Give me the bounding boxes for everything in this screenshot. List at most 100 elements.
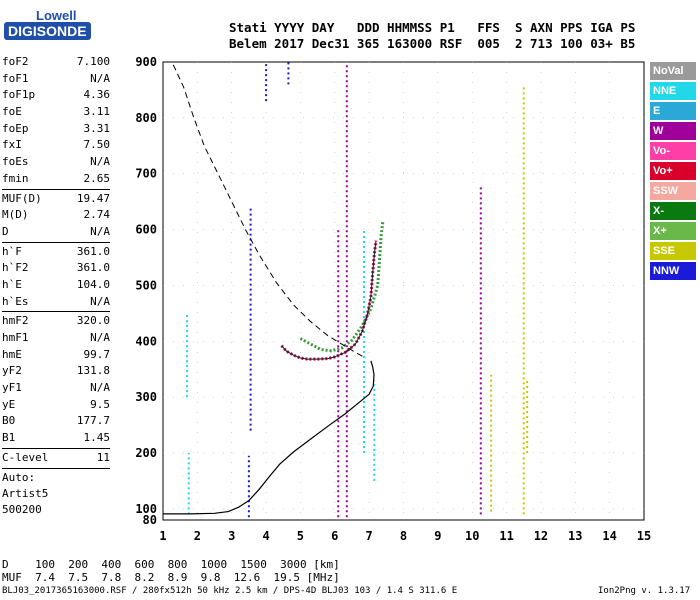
param-row: hmF1 N/A [2, 330, 110, 347]
param-label: hmF2 [2, 314, 29, 328]
param-value: N/A [90, 155, 110, 169]
param-label: yF1 [2, 381, 22, 395]
param-value: 4.36 [83, 88, 111, 102]
param-row: foF2 7.100 [2, 54, 110, 71]
param-row: foF1 N/A [2, 71, 110, 88]
param-value: 131.8 [76, 364, 110, 378]
param-row: yF1 N/A [2, 380, 110, 397]
param-label: yE [2, 397, 16, 411]
digisonde-logo: DIGISONDE [4, 22, 91, 40]
y-tick-label: 500 [135, 278, 157, 292]
param-value: 99.7 [83, 347, 111, 361]
param-row: MUF(D) 19.47 [2, 191, 110, 208]
param-row: foE 3.11 [2, 104, 110, 121]
param-row: foF1p 4.36 [2, 87, 110, 104]
param-value: N/A [90, 224, 110, 238]
param-row: yE 9.5 [2, 397, 110, 414]
legend-entry: Vo- [650, 142, 696, 160]
x-tick-label: 14 [602, 529, 616, 543]
legend-entry: NNW [650, 262, 696, 280]
header-labels: Stati YYYY DAY DDD HHMMSS P1 FFS S AXN P… [229, 20, 636, 35]
param-value: N/A [90, 71, 110, 85]
param-row: C-level 11 [2, 450, 110, 467]
param-value: 2.74 [83, 208, 111, 222]
y-tick-label: 600 [135, 223, 157, 237]
x-tick-label: 5 [297, 529, 304, 543]
param-row: hmE 99.7 [2, 347, 110, 364]
param-value: 2.65 [83, 171, 111, 185]
plot-frame [162, 61, 645, 521]
param-value: 361.0 [76, 261, 110, 275]
autoscale-method: Artist5 [2, 486, 49, 500]
x-tick-label: 7 [366, 529, 373, 543]
param-row: D N/A [2, 224, 110, 241]
param-value: 3.11 [83, 105, 111, 119]
param-label: yF2 [2, 364, 22, 378]
parameter-list: foF2 7.100 foF1 N/A foF1p 4.36 foE 3.11 foEp 3.31… [2, 54, 110, 467]
x-tick-label: 12 [534, 529, 548, 543]
legend-entry: Vo+ [650, 162, 696, 180]
param-value: 104.0 [76, 277, 110, 291]
param-label: foEs [2, 155, 29, 169]
y-tick-label: 300 [135, 390, 157, 404]
param-value: 7.50 [83, 138, 111, 152]
legend-entry: NNE [650, 82, 696, 100]
file-info-footer: BLJ03_2017365163000.RSF / 280fx512h 50 k… [2, 586, 458, 596]
param-label: fxI [2, 138, 22, 152]
param-label: foF1 [2, 71, 29, 85]
param-value: 19.47 [76, 191, 110, 205]
legend-entry: SSW [650, 182, 696, 200]
param-row: h`F2 361.0 [2, 260, 110, 277]
x-tick-label: 11 [499, 529, 513, 543]
o-mode-trace [280, 240, 378, 361]
extrapolated-profile [172, 64, 366, 359]
x-tick-label: 10 [465, 529, 479, 543]
autoscale-label: Auto: [2, 470, 36, 484]
param-value: 7.100 [76, 55, 110, 68]
autoscale-code: 500200 [2, 502, 42, 516]
y-tick-label: 200 [135, 446, 157, 460]
param-label: foF2 [2, 55, 29, 68]
param-value: N/A [90, 294, 110, 308]
parameter-panel: foF2 7.100 foF1 N/A foF1p 4.36 foE 3.11 foEp 3.31… [2, 54, 110, 518]
param-label: fmin [2, 171, 29, 185]
param-row: B1 1.45 [2, 430, 110, 447]
polarization-legend: NoVal NNE E W Vo- Vo+ SSW X- X+ SSE NNW [650, 62, 696, 282]
muf-value-row: MUF 7.4 7.5 7.8 8.2 8.9 9.8 12.6 19.5 [M… [2, 571, 340, 584]
param-value: 177.7 [76, 414, 110, 428]
param-label: foF1p [2, 88, 36, 102]
param-value: N/A [90, 381, 110, 395]
legend-entry: NoVal [650, 62, 696, 80]
param-label: MUF(D) [2, 191, 42, 205]
param-row: foEs N/A [2, 154, 110, 171]
y-tick-label: 900 [135, 55, 157, 69]
panel-divider [2, 467, 110, 469]
x-tick-label: 8 [400, 529, 407, 543]
legend-entry: E [650, 102, 696, 120]
panel-divider [2, 188, 110, 190]
x-tick-label: 3 [228, 529, 235, 543]
x-tick-label: 13 [568, 529, 582, 543]
x-tick-label: 2 [194, 529, 201, 543]
y-tick-label: 400 [135, 334, 157, 348]
y-tick-label: 100 [135, 502, 157, 516]
x-mode-trace [299, 221, 385, 353]
param-label: h`F2 [2, 261, 29, 275]
param-label: h`Es [2, 294, 29, 308]
param-row: B0 177.7 [2, 413, 110, 430]
param-row: yF2 131.8 [2, 363, 110, 380]
param-label: h`E [2, 277, 22, 291]
param-value: 11 [96, 450, 110, 464]
param-label: h`F [2, 244, 22, 258]
param-label: B0 [2, 414, 16, 428]
legend-entry: SSE [650, 242, 696, 260]
param-label: B1 [2, 431, 16, 445]
version-footer: Ion2Png v. 1.3.17 [598, 586, 691, 596]
param-label: hmE [2, 347, 22, 361]
x-tick-label: 1 [159, 529, 166, 543]
param-row: h`Es N/A [2, 294, 110, 311]
lowell-logo-text: Lowell [36, 8, 77, 23]
param-label: C-level [2, 450, 49, 464]
param-label: foE [2, 105, 22, 119]
